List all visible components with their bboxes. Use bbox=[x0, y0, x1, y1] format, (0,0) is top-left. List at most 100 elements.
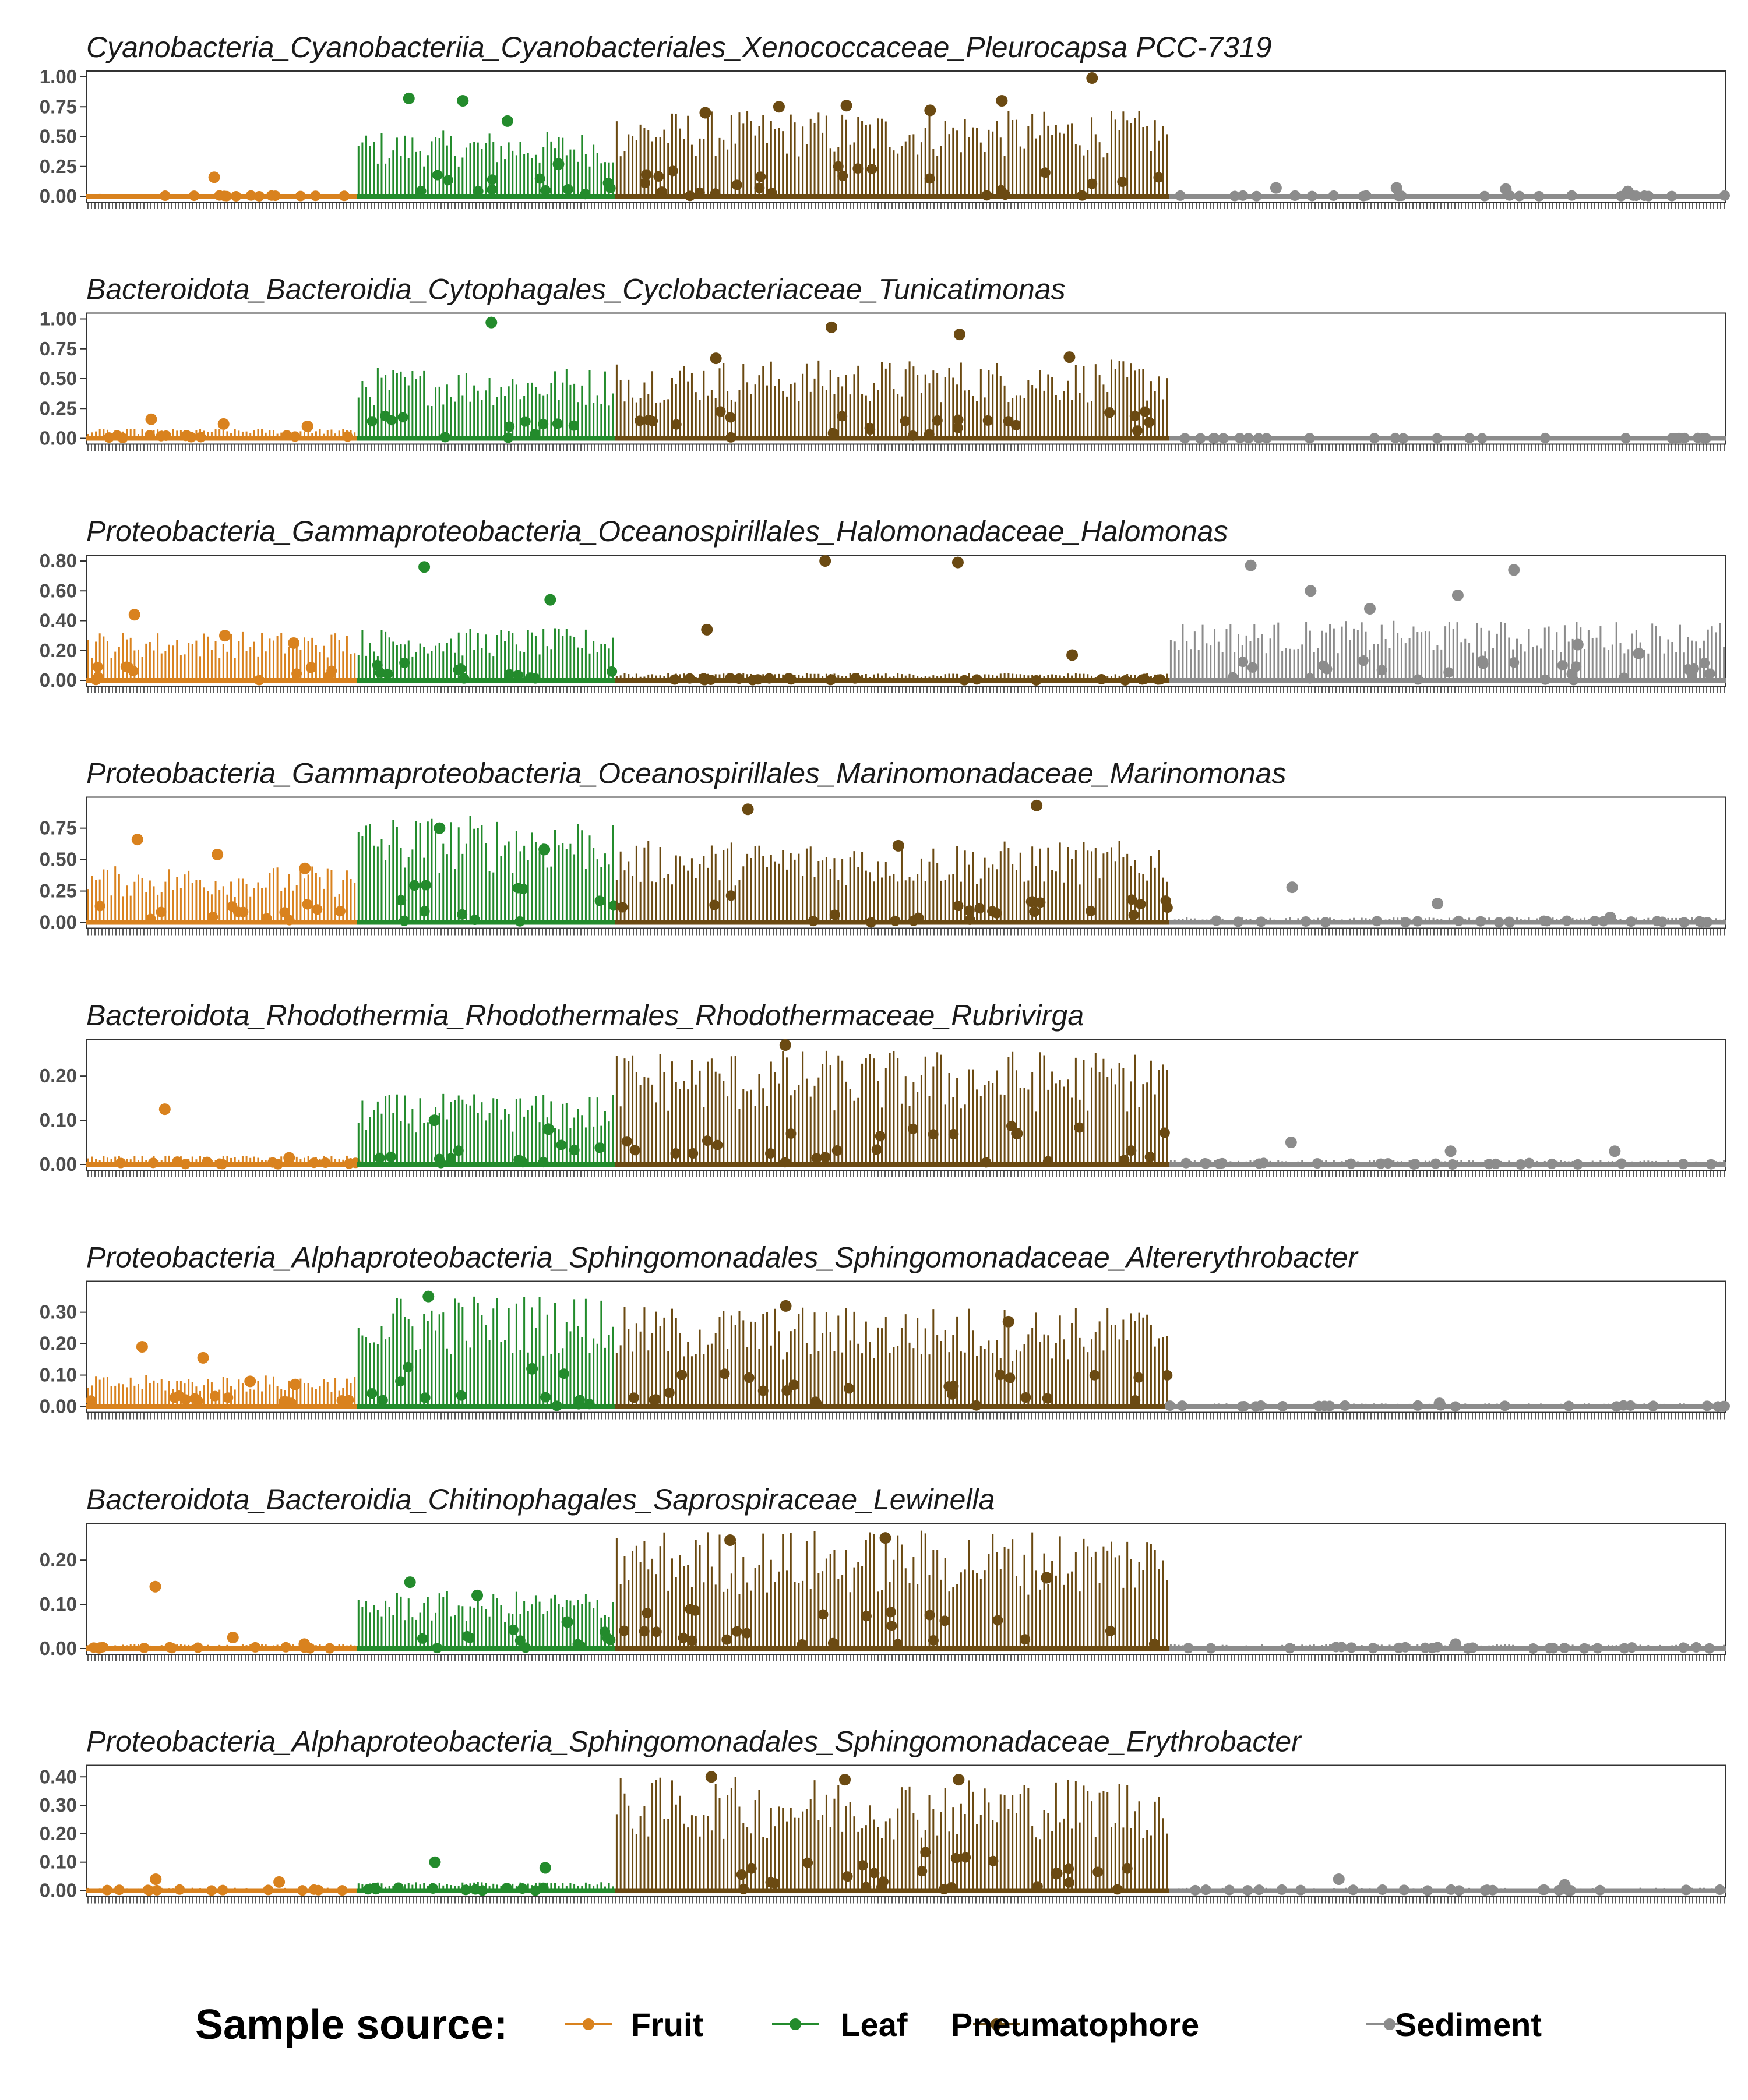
point bbox=[309, 1157, 319, 1168]
point bbox=[254, 675, 265, 686]
point bbox=[1557, 660, 1568, 670]
point bbox=[535, 174, 545, 184]
point bbox=[786, 674, 797, 684]
outlier-point bbox=[544, 594, 556, 606]
outlier-point bbox=[1445, 1145, 1457, 1157]
point bbox=[1200, 1158, 1210, 1169]
point bbox=[1657, 916, 1668, 927]
point bbox=[1235, 433, 1245, 443]
point bbox=[202, 1157, 212, 1167]
point bbox=[420, 906, 430, 916]
point bbox=[1542, 916, 1552, 926]
point bbox=[785, 1128, 796, 1139]
point bbox=[1077, 190, 1087, 201]
point bbox=[443, 175, 453, 185]
point bbox=[828, 428, 838, 439]
outlier-point bbox=[841, 100, 852, 111]
point bbox=[1253, 433, 1264, 443]
point bbox=[825, 675, 836, 685]
point bbox=[145, 430, 155, 440]
point bbox=[514, 916, 525, 927]
point bbox=[1217, 1158, 1228, 1169]
y-tick-label: 0.25 bbox=[40, 156, 77, 177]
point bbox=[172, 1156, 182, 1167]
point bbox=[1477, 655, 1488, 666]
y-tick-label: 0.75 bbox=[40, 96, 77, 117]
point bbox=[1410, 1159, 1421, 1169]
point bbox=[1639, 190, 1650, 201]
point bbox=[1312, 1158, 1323, 1169]
point bbox=[755, 171, 766, 182]
point bbox=[1619, 673, 1629, 683]
outlier-point bbox=[1063, 351, 1075, 363]
point bbox=[1699, 658, 1710, 668]
outlier-point bbox=[219, 630, 231, 641]
point bbox=[1233, 916, 1243, 927]
point bbox=[972, 674, 982, 684]
outlier-point bbox=[701, 624, 713, 636]
point bbox=[398, 412, 408, 422]
point bbox=[302, 899, 313, 909]
point bbox=[453, 1145, 464, 1156]
point bbox=[148, 1157, 158, 1168]
point bbox=[900, 416, 911, 426]
point bbox=[1074, 1123, 1084, 1133]
point bbox=[569, 421, 579, 431]
point bbox=[189, 190, 199, 201]
point bbox=[504, 421, 514, 432]
y-tick-label: 0.00 bbox=[40, 185, 77, 207]
point bbox=[866, 917, 876, 927]
point bbox=[965, 915, 975, 925]
point bbox=[641, 170, 651, 180]
point bbox=[1328, 190, 1339, 201]
point bbox=[837, 171, 848, 181]
point bbox=[563, 184, 573, 195]
point bbox=[1117, 177, 1127, 187]
point bbox=[1140, 407, 1150, 417]
outlier-point bbox=[212, 849, 223, 860]
point bbox=[156, 431, 166, 442]
point bbox=[1540, 433, 1550, 443]
point bbox=[653, 171, 664, 182]
facet-4: Proteobacteria_Gammaproteobacteria_Ocean… bbox=[40, 757, 1726, 936]
point bbox=[339, 190, 350, 201]
x-ticks bbox=[88, 929, 1724, 936]
point bbox=[1228, 672, 1238, 683]
point bbox=[1305, 673, 1315, 683]
point bbox=[1035, 897, 1045, 908]
point bbox=[953, 415, 964, 425]
y-tick-label: 0.80 bbox=[40, 550, 77, 571]
outlier-point bbox=[952, 557, 964, 569]
point bbox=[1252, 191, 1262, 202]
point bbox=[932, 415, 943, 426]
y-tick-label: 0.50 bbox=[40, 849, 77, 870]
point bbox=[453, 665, 464, 675]
point bbox=[1620, 433, 1631, 443]
point bbox=[1137, 674, 1147, 684]
facet-3: Proteobacteria_Gammaproteobacteria_Ocean… bbox=[40, 515, 1726, 693]
point bbox=[320, 1157, 331, 1168]
point bbox=[503, 432, 513, 443]
outlier-point bbox=[742, 803, 754, 815]
x-ticks bbox=[88, 1413, 1724, 1420]
outlier-point bbox=[159, 1103, 171, 1115]
outlier-point bbox=[1605, 912, 1616, 923]
point bbox=[872, 1145, 882, 1155]
point bbox=[688, 1148, 698, 1159]
point bbox=[1086, 906, 1096, 916]
point bbox=[1475, 916, 1486, 927]
point bbox=[725, 673, 735, 683]
point bbox=[93, 662, 103, 672]
point bbox=[306, 662, 316, 673]
x-ticks bbox=[88, 1170, 1724, 1177]
point bbox=[1132, 425, 1143, 436]
outlier-point bbox=[434, 823, 445, 834]
y-tick-label: 0.20 bbox=[40, 1333, 77, 1354]
point bbox=[459, 673, 469, 684]
point bbox=[1040, 167, 1051, 178]
point bbox=[1413, 675, 1423, 685]
point bbox=[382, 669, 393, 679]
outlier-point bbox=[288, 637, 299, 649]
point bbox=[399, 658, 410, 668]
baseline-band bbox=[1169, 920, 1726, 925]
